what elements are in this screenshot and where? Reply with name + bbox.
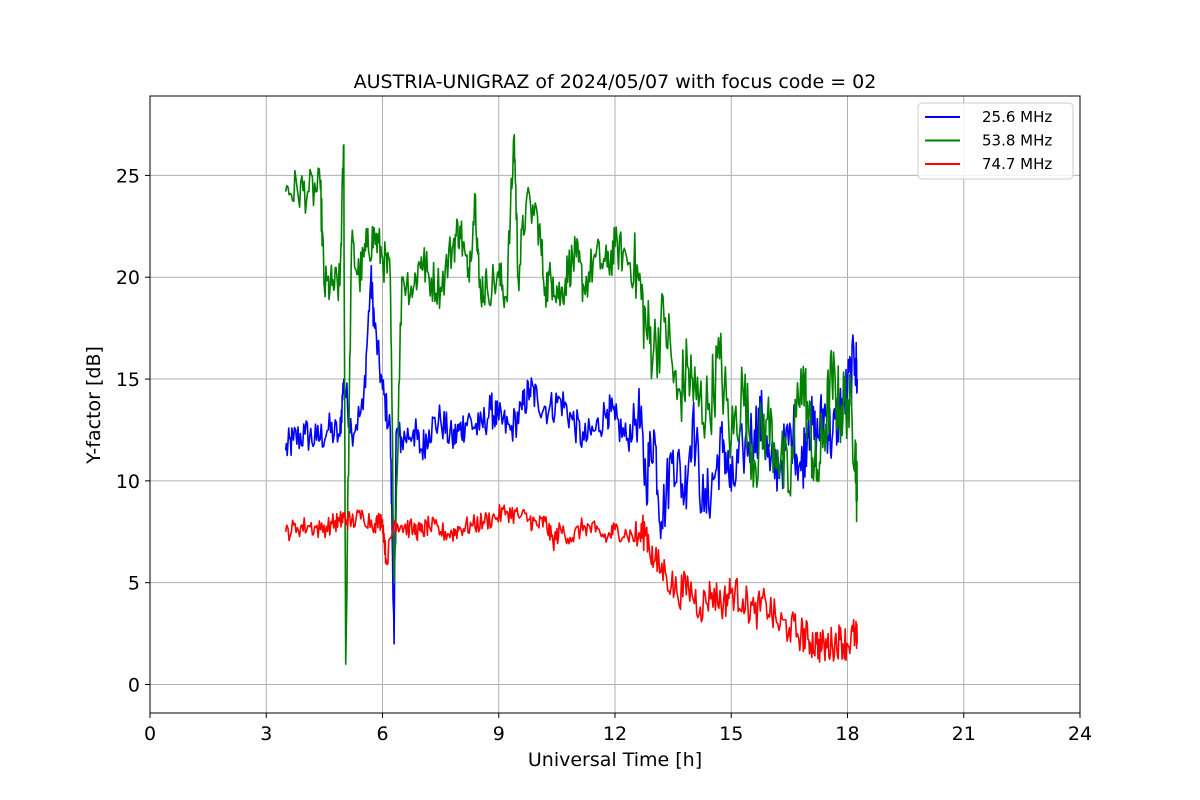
x-tick-label: 24 <box>1068 723 1092 745</box>
legend-entry-2: 74.7 MHz <box>982 155 1052 173</box>
x-axis-label: Universal Time [h] <box>528 749 702 771</box>
y-tick-label: 25 <box>116 165 140 187</box>
x-tick-label: 12 <box>603 723 627 745</box>
chart-title: AUSTRIA-UNIGRAZ of 2024/05/07 with focus… <box>354 71 877 93</box>
x-tick-label: 18 <box>835 723 859 745</box>
y-tick-label: 0 <box>128 674 140 696</box>
legend-box <box>917 102 1074 180</box>
x-tick-label: 6 <box>376 723 388 745</box>
x-tick-label: 3 <box>260 723 272 745</box>
x-tick-label: 9 <box>493 723 505 745</box>
y-tick-label: 5 <box>128 573 140 595</box>
x-tick-label: 15 <box>719 723 743 745</box>
legend: 25.6 MHz 53.8 MHz 74.7 MHz <box>917 102 1074 180</box>
x-axis-ticks: 0 3 6 9 12 15 18 21 24 <box>144 713 1092 745</box>
y-axis-ticks: 0 5 10 15 20 25 <box>116 165 150 696</box>
x-tick-label: 0 <box>144 723 156 745</box>
x-tick-label: 21 <box>952 723 976 745</box>
series-line-1 <box>284 133 858 665</box>
series-line-2 <box>284 504 858 663</box>
y-axis-label: Y-factor [dB] <box>83 346 105 465</box>
legend-entry-1: 53.8 MHz <box>982 132 1052 150</box>
y-tick-label: 20 <box>116 267 140 289</box>
legend-entry-0: 25.6 MHz <box>982 108 1052 126</box>
series-line-0 <box>284 264 858 645</box>
y-tick-label: 15 <box>116 369 140 391</box>
series-lines <box>284 133 858 665</box>
y-tick-label: 10 <box>116 471 140 493</box>
